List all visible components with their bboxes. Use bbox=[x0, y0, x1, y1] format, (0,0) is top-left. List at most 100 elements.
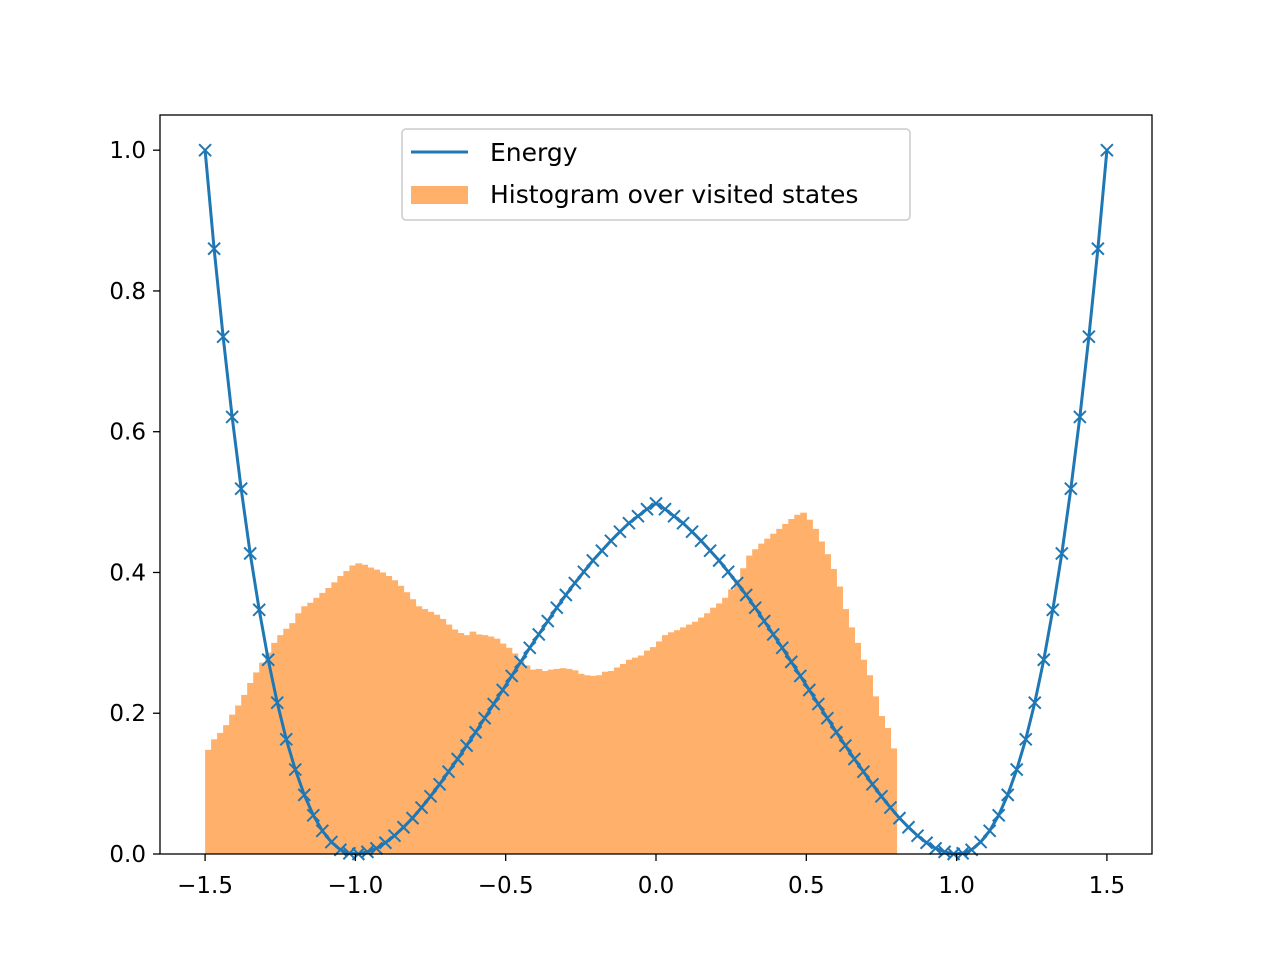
histogram-bar bbox=[613, 667, 621, 854]
histogram-bar bbox=[433, 614, 441, 854]
x-tick-label: 0.0 bbox=[638, 873, 675, 899]
histogram-bar bbox=[806, 519, 813, 854]
histogram-bar bbox=[740, 568, 747, 854]
histogram-bar bbox=[487, 636, 495, 854]
histogram-bar bbox=[367, 567, 375, 854]
energy-marker bbox=[802, 683, 817, 697]
histogram-bar bbox=[662, 635, 669, 854]
energy-marker bbox=[1001, 788, 1015, 802]
histogram-bar bbox=[782, 523, 789, 854]
energy-marker bbox=[315, 824, 330, 838]
histogram-bar bbox=[469, 631, 477, 854]
histogram-bar bbox=[493, 638, 501, 854]
energy-marker bbox=[631, 509, 645, 523]
energy-marker bbox=[856, 764, 871, 779]
histogram-bar bbox=[698, 617, 705, 854]
energy-marker bbox=[1073, 410, 1087, 424]
energy-marker bbox=[712, 553, 726, 568]
y-tick-label: 0.4 bbox=[109, 560, 146, 586]
energy-marker bbox=[1028, 695, 1042, 710]
histogram-bar bbox=[601, 671, 609, 854]
histogram-bar bbox=[223, 725, 230, 854]
energy-marker bbox=[306, 808, 321, 822]
histogram-bar bbox=[361, 564, 369, 854]
energy-marker bbox=[1046, 603, 1060, 617]
histogram-bar bbox=[427, 611, 435, 854]
histogram-bar bbox=[505, 647, 513, 854]
histogram-bar bbox=[259, 662, 266, 854]
energy-marker bbox=[919, 836, 934, 850]
energy-marker bbox=[297, 788, 311, 802]
histogram-bar bbox=[674, 630, 681, 854]
histogram-bar bbox=[415, 606, 423, 854]
energy-marker bbox=[414, 800, 429, 815]
energy-marker bbox=[955, 846, 970, 861]
energy-marker bbox=[811, 697, 826, 711]
histogram-bar bbox=[878, 716, 886, 854]
energy-marker bbox=[730, 576, 744, 590]
histogram-bar bbox=[289, 623, 296, 854]
histogram-bar bbox=[788, 518, 795, 854]
energy-marker bbox=[910, 828, 925, 843]
x-tick-label: −0.5 bbox=[478, 873, 534, 899]
legend-frame bbox=[401, 128, 911, 221]
histogram-bar bbox=[812, 528, 819, 854]
histogram-bar bbox=[451, 629, 459, 854]
histogram-bar bbox=[319, 592, 326, 854]
energy-marker bbox=[982, 824, 997, 838]
energy-marker bbox=[505, 669, 519, 683]
energy-marker bbox=[432, 777, 447, 792]
histogram-bar bbox=[397, 585, 405, 854]
energy-marker bbox=[1082, 329, 1096, 344]
legend-histogram-swatch bbox=[411, 186, 468, 204]
energy-marker bbox=[838, 738, 853, 753]
x-axis: −1.5 −1.0 −0.5 0.0 0.5 1.0 1.5 bbox=[177, 854, 1125, 899]
energy-marker bbox=[216, 329, 230, 344]
histogram-bar bbox=[307, 602, 314, 854]
histogram-bar bbox=[565, 668, 573, 854]
histogram-bar bbox=[535, 668, 543, 854]
energy-marker bbox=[622, 516, 636, 530]
histogram-bar bbox=[529, 669, 537, 854]
energy-marker bbox=[468, 725, 483, 739]
histogram-bar bbox=[842, 609, 849, 854]
energy-marker bbox=[459, 738, 474, 753]
y-tick-label: 0.8 bbox=[109, 279, 146, 305]
histogram-bar bbox=[589, 675, 597, 854]
histogram-bar bbox=[457, 633, 465, 854]
x-tick-label: −1.5 bbox=[177, 873, 233, 899]
x-tick-label: 1.5 bbox=[1089, 873, 1126, 899]
histogram-bar bbox=[349, 565, 356, 854]
energy-marker bbox=[739, 588, 753, 602]
histogram-bar bbox=[758, 543, 765, 854]
y-tick-label: 1.0 bbox=[109, 138, 146, 164]
energy-marker bbox=[378, 836, 393, 850]
energy-marker bbox=[973, 835, 988, 849]
histogram-bar bbox=[475, 634, 483, 854]
histogram-bar bbox=[583, 675, 591, 854]
energy-marker bbox=[928, 841, 943, 856]
legend: Energy Histogram over visited states bbox=[401, 128, 911, 221]
energy-marker bbox=[658, 502, 672, 516]
histogram-bar bbox=[722, 597, 729, 854]
histogram-bar bbox=[710, 607, 717, 854]
histogram-bar bbox=[830, 568, 837, 854]
energy-marker bbox=[829, 725, 844, 739]
histogram-bar bbox=[680, 627, 687, 854]
histogram-bar bbox=[355, 563, 362, 854]
histogram-bar bbox=[619, 663, 627, 854]
histogram-bar bbox=[577, 673, 585, 854]
histogram-bar bbox=[631, 657, 639, 854]
energy-marker bbox=[486, 697, 501, 711]
histogram-bar bbox=[343, 571, 350, 854]
histogram-bar bbox=[559, 668, 567, 854]
histogram-bar bbox=[776, 528, 783, 854]
histogram-bar bbox=[649, 647, 657, 854]
energy-marker bbox=[243, 546, 257, 561]
energy-marker bbox=[360, 845, 375, 859]
histogram-bar bbox=[301, 606, 308, 854]
energy-marker bbox=[477, 711, 492, 725]
histogram-bar bbox=[854, 642, 862, 854]
x-tick-label: 1.0 bbox=[938, 873, 975, 899]
legend-energy-label: Energy bbox=[490, 138, 578, 167]
